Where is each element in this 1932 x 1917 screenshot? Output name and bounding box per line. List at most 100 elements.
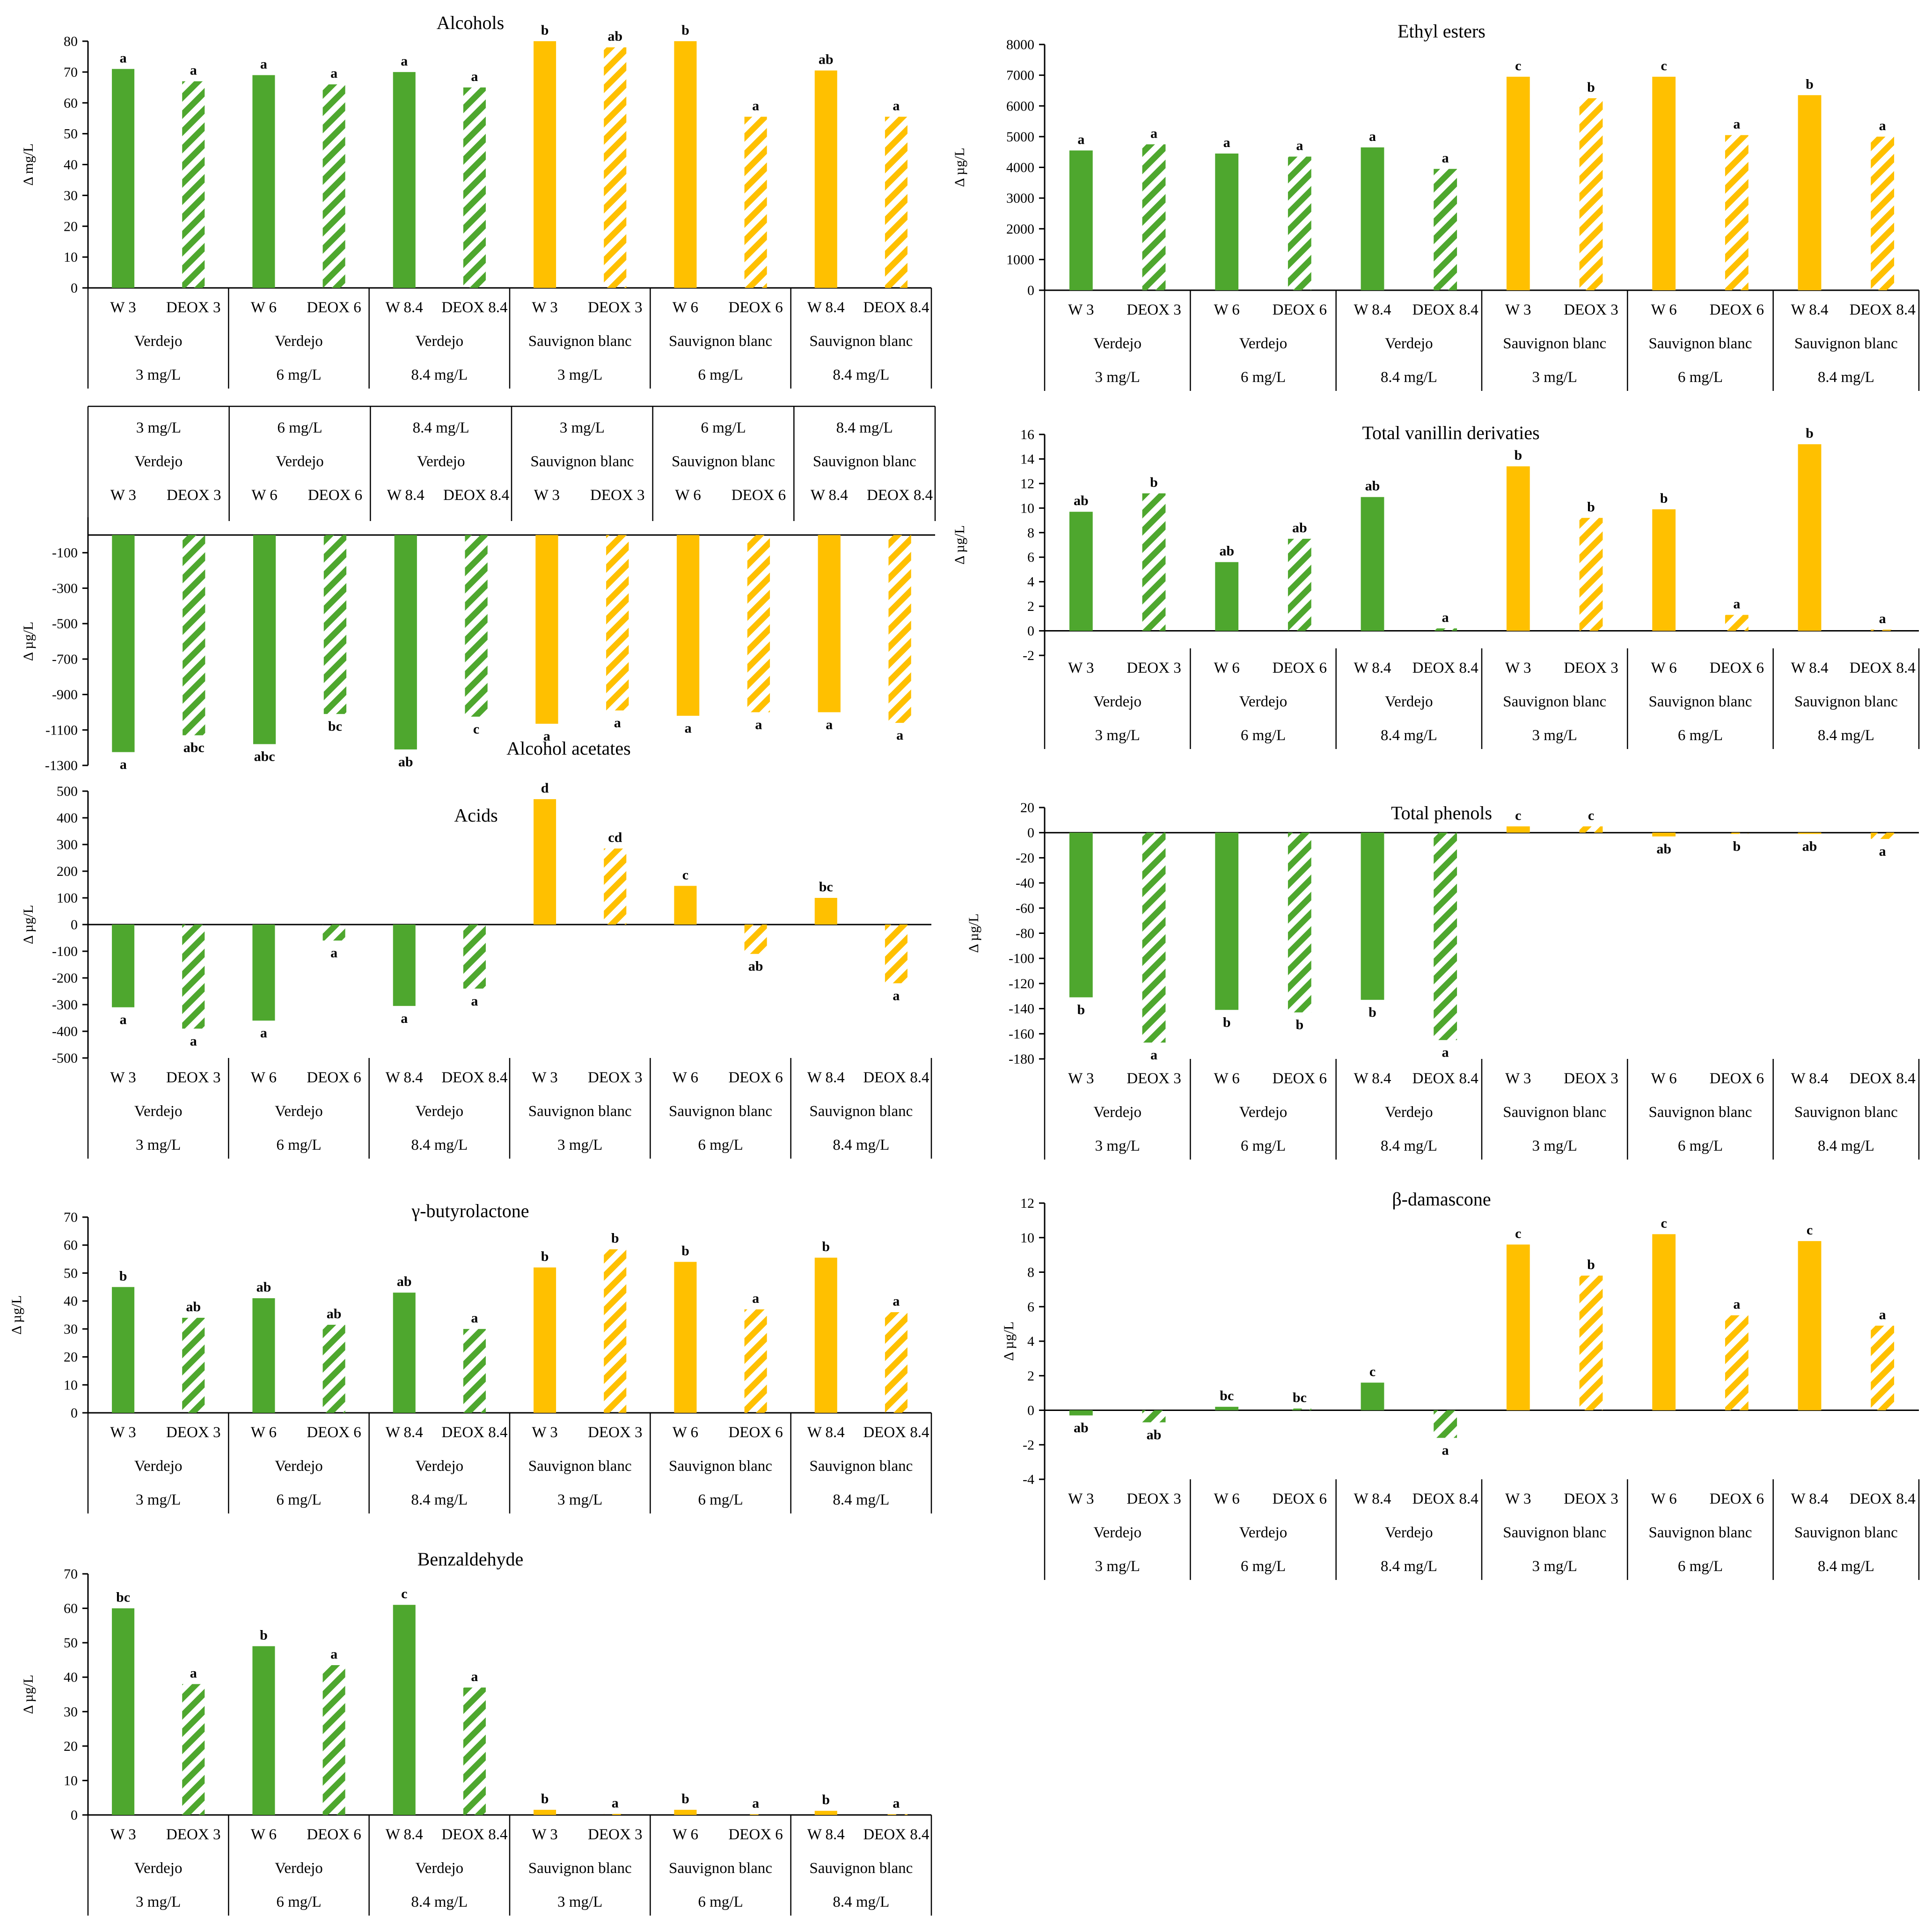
significance-letter: c	[1661, 58, 1667, 73]
bar-deox	[463, 87, 486, 288]
variety-label: Verdejo	[1239, 1104, 1288, 1121]
bar-control	[1361, 497, 1384, 631]
x-tick-label: DEOX 8.4	[867, 487, 933, 504]
significance-letter: a	[471, 993, 478, 1009]
chart-title: β-damascone	[1392, 1189, 1491, 1210]
dose-label: 8.4 mg/L	[411, 367, 468, 383]
y-tick-label: -80	[1016, 926, 1034, 941]
dose-label: 8.4 mg/L	[833, 1894, 889, 1910]
dose-label: 8.4 mg/L	[1381, 727, 1437, 744]
significance-letter: bc	[116, 1590, 130, 1605]
chart-panel: Alcohol acetates -100 -300 -500 -700 -900 -110…	[21, 405, 936, 773]
significance-letter: a	[752, 1796, 759, 1811]
bar-deox	[1579, 826, 1603, 833]
significance-letter: b	[260, 1628, 268, 1643]
variety-label: Sauvignon blanc	[1794, 693, 1898, 710]
bar-control	[1069, 512, 1093, 631]
x-tick-label: DEOX 3	[1127, 1070, 1181, 1087]
y-tick-label: 100	[57, 890, 78, 906]
x-tick-label: W 3	[110, 299, 136, 316]
variety-label: Verdejo	[1385, 1104, 1433, 1121]
x-tick-label: W 8.4	[387, 487, 424, 504]
y-tick-label: 0	[1027, 624, 1034, 639]
x-tick-label: W 6	[1651, 1491, 1677, 1507]
x-tick-label: W 3	[1068, 1070, 1094, 1087]
dose-label: 8.4 mg/L	[1381, 1558, 1437, 1575]
significance-letter: c	[1369, 1364, 1376, 1380]
significance-letter: ab	[1074, 1420, 1089, 1436]
dose-label: 6 mg/L	[276, 367, 321, 383]
y-axis-label: Δ µg/L	[966, 913, 981, 953]
significance-letter: a	[1442, 1045, 1449, 1060]
variety-label: Sauvignon blanc	[809, 1860, 913, 1877]
significance-letter: b	[681, 1243, 689, 1259]
y-tick-label: -100	[52, 545, 78, 561]
y-tick-label: 0	[1027, 1403, 1034, 1418]
chart-title: Ethyl esters	[1398, 21, 1486, 42]
x-tick-label: DEOX 8.4	[1850, 301, 1916, 318]
variety-label: Verdejo	[1239, 335, 1288, 352]
significance-letter: bc	[1220, 1388, 1234, 1403]
bar-control	[1361, 832, 1384, 1000]
bar-control	[1798, 1241, 1822, 1410]
y-tick-label: 70	[64, 1210, 78, 1225]
variety-label: Sauvignon blanc	[669, 1458, 772, 1475]
bar-control	[252, 925, 275, 1021]
x-tick-label: W 6	[1651, 301, 1677, 318]
bar-control	[676, 535, 700, 716]
variety-label: Verdejo	[1093, 1524, 1142, 1541]
bar-deox	[182, 925, 205, 1029]
bar-control	[252, 1646, 275, 1815]
significance-letter: c	[1807, 1222, 1813, 1238]
dose-label: 3 mg/L	[136, 1491, 181, 1508]
y-tick-label: 12	[1020, 1196, 1034, 1211]
significance-letter: a	[401, 53, 408, 69]
dose-label: 8.4 mg/L	[833, 1137, 889, 1153]
bar-deox	[885, 1312, 907, 1413]
variety-label: Sauvignon blanc	[1649, 335, 1752, 352]
chart-title: Total phenols	[1391, 802, 1492, 823]
chart-title: Total vanillin derivaties	[1362, 422, 1539, 443]
bar-control	[393, 1293, 416, 1413]
x-tick-label: W 6	[1214, 301, 1240, 318]
bar-deox	[1142, 144, 1166, 290]
bar-control	[674, 1809, 697, 1815]
significance-letter: a	[893, 988, 900, 1003]
y-tick-label: 5000	[1006, 129, 1034, 145]
bar-deox	[1579, 1275, 1603, 1410]
variety-label: Verdejo	[1385, 335, 1433, 352]
significance-letter: a	[1442, 610, 1449, 625]
significance-letter: a	[1733, 1297, 1740, 1312]
x-tick-label: DEOX 8.4	[441, 299, 507, 316]
variety-label: Sauvignon blanc	[809, 1458, 913, 1475]
x-tick-label: W 6	[675, 487, 701, 504]
bar-control	[1361, 1382, 1384, 1410]
x-tick-label: DEOX 6	[1710, 1491, 1764, 1507]
significance-letter: a	[401, 1011, 408, 1026]
y-tick-label: -160	[1009, 1026, 1034, 1042]
variety-label: Sauvignon blanc	[1503, 693, 1606, 710]
bar-control	[814, 1257, 837, 1413]
x-tick-label: DEOX 6	[1710, 301, 1764, 318]
bar-deox	[744, 1814, 767, 1815]
significance-letter: b	[1587, 499, 1595, 514]
x-tick-label: DEOX 6	[728, 299, 783, 316]
x-tick-label: W 3	[532, 1424, 557, 1441]
chart-panel: Ethyl esters 0 1000 2000 3000 4000 5000 6000 700…	[952, 21, 1920, 391]
bar-deox	[604, 848, 627, 925]
bar-control	[1652, 76, 1676, 290]
x-tick-label: W 8.4	[807, 1424, 845, 1441]
x-tick-label: DEOX 8.4	[863, 1826, 929, 1843]
x-tick-label: DEOX 6	[1710, 1070, 1764, 1087]
significance-letter: a	[120, 1012, 127, 1028]
significance-letter: a	[755, 717, 762, 732]
chart-title: Alcohol acetates	[506, 738, 630, 759]
significance-letter: c	[1515, 808, 1521, 823]
significance-letter: ab	[1147, 1427, 1162, 1442]
x-tick-label: W 6	[251, 1826, 277, 1843]
bar-control	[674, 41, 697, 288]
dose-label: 6 mg/L	[1678, 727, 1723, 744]
significance-letter: a	[120, 757, 127, 772]
variety-label: Sauvignon blanc	[1794, 1104, 1898, 1121]
